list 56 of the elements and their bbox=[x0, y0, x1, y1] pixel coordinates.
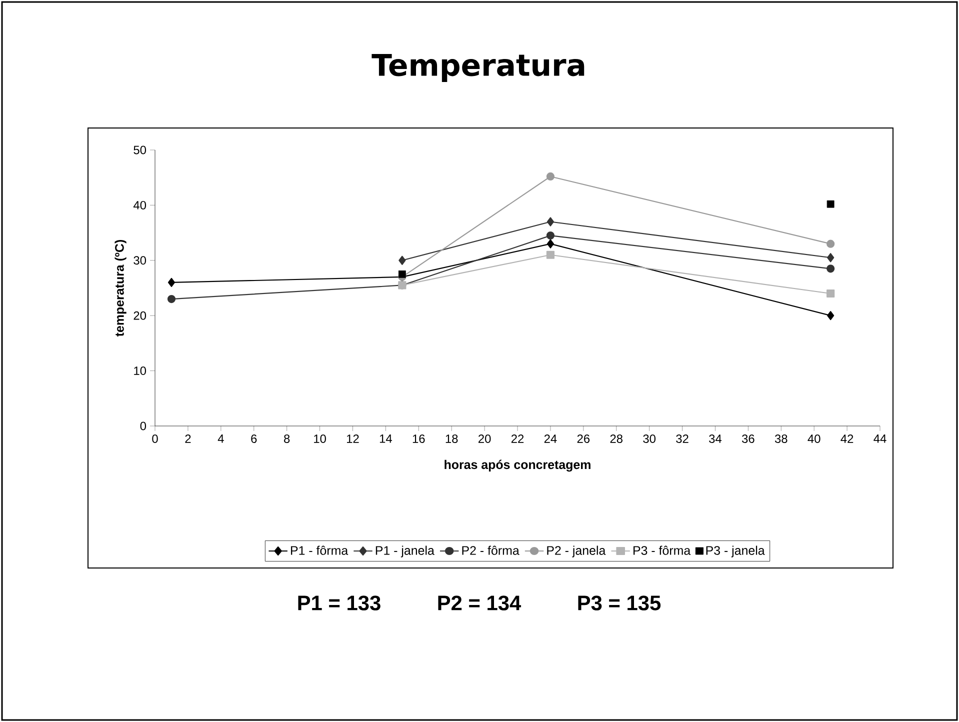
point bbox=[546, 172, 555, 181]
x-tick-label: 34 bbox=[709, 434, 722, 443]
y-tick-label: 20 bbox=[134, 311, 146, 320]
chart-title: Temperatura bbox=[372, 54, 584, 82]
legend-label: P3 - janela bbox=[706, 546, 765, 558]
x-tick-label: 28 bbox=[610, 434, 622, 443]
x-axis-title: horas após concretagem bbox=[444, 460, 590, 472]
point bbox=[167, 294, 176, 304]
text: P2 = 134 bbox=[438, 596, 522, 610]
x-tick-label: 40 bbox=[808, 434, 820, 443]
x-tick-label: 32 bbox=[676, 434, 688, 443]
x-tick-label: 44 bbox=[874, 434, 886, 443]
x-tick-label: 20 bbox=[478, 434, 491, 443]
text: P3 = 135 bbox=[578, 596, 661, 610]
point bbox=[826, 264, 835, 273]
x-tick-label: 2 bbox=[185, 434, 191, 443]
x-tick-label: 6 bbox=[251, 434, 257, 443]
legend-label: P1 - fôrma bbox=[290, 546, 348, 555]
x-tick-label: 8 bbox=[284, 434, 290, 443]
point bbox=[546, 250, 555, 259]
x-tick-label: 42 bbox=[840, 434, 854, 443]
point bbox=[398, 270, 406, 278]
point bbox=[826, 289, 835, 298]
x-tick-label: 10 bbox=[314, 434, 326, 443]
x-tick-label: 4 bbox=[218, 434, 224, 443]
x-tick-label: 18 bbox=[446, 434, 458, 443]
point bbox=[827, 253, 834, 262]
point bbox=[546, 217, 554, 226]
x-tick-label: 0 bbox=[152, 434, 158, 443]
x-tick-label: 22 bbox=[511, 434, 524, 443]
legend-label: P2 - fôrma bbox=[462, 546, 520, 555]
point bbox=[546, 231, 555, 240]
y-tick-label: 50 bbox=[134, 146, 146, 154]
x-tick-label: 38 bbox=[774, 434, 788, 443]
x-tick-label: 12 bbox=[346, 434, 359, 443]
legend-label: P2 - janela bbox=[547, 546, 606, 558]
legend-label: P1 - janela bbox=[376, 546, 434, 558]
point bbox=[168, 278, 176, 288]
x-tick-label: 16 bbox=[412, 434, 425, 443]
y-tick-label: 0 bbox=[140, 422, 146, 430]
point bbox=[827, 311, 834, 320]
x-tick-label: 26 bbox=[577, 434, 590, 443]
point bbox=[826, 200, 834, 208]
y-tick-label: 30 bbox=[134, 256, 146, 265]
x-tick-label: 14 bbox=[380, 434, 392, 443]
point bbox=[398, 256, 406, 265]
y-axis-title: temperatura (ºC) bbox=[114, 240, 126, 336]
y-tick-label: 40 bbox=[133, 200, 146, 210]
legend-label: P3 - fôrma bbox=[634, 546, 691, 555]
x-tick-label: 24 bbox=[544, 434, 557, 443]
x-tick-label: 30 bbox=[643, 434, 656, 443]
point bbox=[826, 240, 835, 248]
point bbox=[546, 239, 554, 248]
x-tick-label: 36 bbox=[742, 434, 754, 443]
y-tick-label: 10 bbox=[134, 366, 146, 376]
text: P1 = 133 bbox=[298, 596, 380, 610]
